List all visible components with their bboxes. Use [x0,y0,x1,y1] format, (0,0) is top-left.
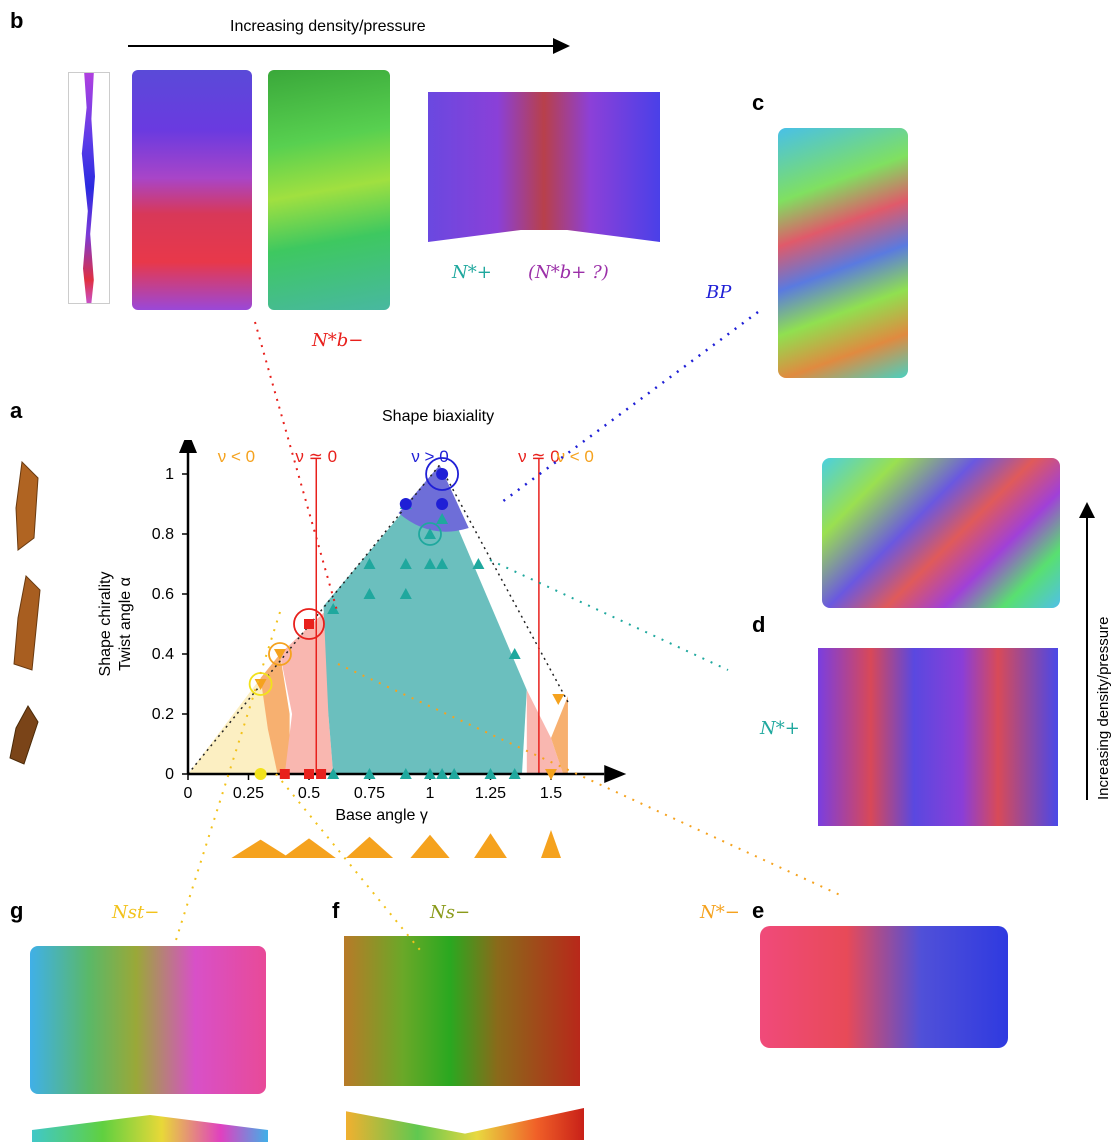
cross-section-triangle [345,836,394,858]
region-pink-left [279,606,334,774]
region-label: ν < 0 [218,447,255,466]
cross-section-triangle [541,830,561,858]
x-tick-label: 0 [184,785,193,802]
region-blue [398,465,469,532]
snapshot-f-strip [346,1108,584,1140]
cross-section-triangle [410,834,450,858]
y-tick-label: 0.4 [152,646,174,663]
snapshot-g-strip [32,1115,268,1142]
label-f: Ns− [430,902,471,923]
panel-letter-f: f [332,898,340,923]
marker-triangle [472,558,485,569]
marker-triangle [424,558,436,569]
phase-diagram: 0 0.25 0.5 0.75 1 1.25 1.5 0 0.2 0.4 0.6 0.8 1 Base a… [97,440,627,858]
cross-section-triangle [282,838,336,858]
label-g: Nst− [112,902,160,923]
panel-letter-d: d [752,612,766,637]
label-nplus-b: N*+ [452,262,492,283]
y-axis-label-top: Shape chirality [97,572,114,677]
marker-circle [254,768,267,780]
highlight-ring [425,457,460,491]
panel-letter-b: b [10,8,24,33]
marker-triangle [399,558,412,569]
x-axis-arrow [604,765,627,783]
right-density-arrow [1079,502,1095,800]
top-arrow-label: Increasing density/pressure [230,18,426,35]
snapshot-d-upper [822,458,1060,608]
cross-section-triangle [474,833,507,858]
label-d-nplus: N*+ [760,718,800,739]
marker-square [304,769,314,779]
label-nb-minus: N*b− [312,330,364,351]
snapshot-nb-minus-2 [268,70,390,310]
marker-triangle [363,588,376,599]
region-label: ν ≃ 0 [295,447,337,466]
shape-icons [9,460,41,765]
cross-section-triangle [231,839,290,858]
x-tick-label: 1 [426,785,435,802]
shape-biaxiality-label: Shape biaxiality [382,408,495,425]
snapshot-bp [778,128,908,378]
label-e: N*− [700,902,740,923]
region-label: ν ≃ 0 [518,447,560,466]
snapshot-f [344,936,580,1086]
panel-letter-e: e [752,898,765,923]
y-tick-label: 0 [165,766,174,783]
y-axis-arrow [179,440,197,453]
snapshot-e [760,926,1008,1048]
x-tick-label: 0.25 [233,785,264,802]
snapshot-b-thin [68,72,110,304]
label-nb-plus: (N*b+ ?) [528,262,609,283]
right-arrow-label-wrap: Increasing density/pressure [1095,530,1115,800]
top-density-arrow [128,38,570,54]
marker-square [279,769,290,779]
marker-triangle-down [552,694,565,705]
panel-letter-g: g [10,898,24,923]
marker-triangle [436,513,449,524]
x-axis-label: Base angle γ [335,807,428,824]
marker-triangle [363,558,376,569]
y-axis-label: Twist angle α [117,577,134,671]
y-tick-label: 0.6 [152,586,174,603]
marker-triangle [436,558,449,569]
x-tick-label: 0.75 [354,785,385,802]
snapshot-g [30,946,266,1094]
region-label: ν > 0 [411,447,448,466]
y-tick-label: 1 [165,466,174,483]
x-tick-label: 1.5 [540,785,562,802]
right-arrow-label: Increasing density/pressure [1095,616,1112,800]
marker-circle [436,468,449,480]
snapshot-nb-minus-1 [132,70,252,310]
marker-square [304,619,314,629]
marker-circle [436,498,449,510]
y-tick-label: 0.2 [152,706,174,723]
snapshot-nplus [428,92,660,242]
region-label: ν < 0 [557,447,594,466]
x-tick-label: 0.5 [298,785,320,802]
marker-triangle [399,588,412,599]
marker-triangle [424,528,436,539]
y-tick-label: 0.8 [152,526,174,543]
x-tick-label: 1.25 [475,785,506,802]
panel-letter-a: a [10,398,23,423]
label-bp: BP [706,282,732,303]
marker-circle [399,498,412,510]
marker-square [316,769,327,779]
snapshot-d-lower [818,648,1058,826]
highlight-ring [418,522,442,546]
panel-letter-c: c [752,90,765,115]
